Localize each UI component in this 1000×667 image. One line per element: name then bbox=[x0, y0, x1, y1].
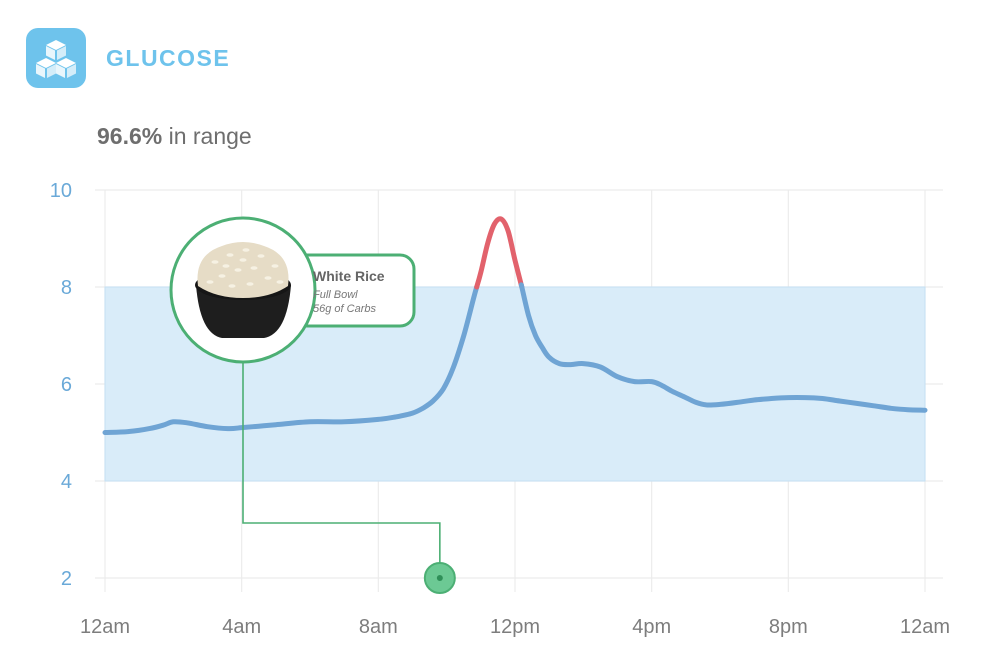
rice-grain bbox=[218, 274, 226, 278]
rice-grain bbox=[250, 266, 258, 270]
y-tick-label: 6 bbox=[61, 374, 72, 396]
x-tick-label: 4am bbox=[222, 616, 261, 638]
rice-grain bbox=[271, 264, 279, 268]
glucose-line-in-range bbox=[518, 282, 928, 413]
rice-bowl-icon bbox=[195, 242, 291, 338]
x-tick-label: 8am bbox=[359, 616, 398, 638]
meal-marker-center bbox=[436, 575, 443, 581]
app-icon bbox=[26, 28, 86, 88]
glucose-line-in-range bbox=[102, 284, 480, 435]
in-range-percentage: 96.6% bbox=[97, 123, 163, 149]
meal-name: White Rice bbox=[313, 268, 385, 284]
glucose-line-high bbox=[474, 216, 525, 290]
rice-grain bbox=[242, 248, 250, 252]
rice-grain bbox=[206, 280, 214, 284]
rice-grain bbox=[246, 282, 254, 286]
sugar-cubes-icon bbox=[36, 40, 76, 78]
bowl-body bbox=[196, 285, 291, 338]
meal-marker[interactable] bbox=[423, 562, 456, 594]
y-tick-label: 4 bbox=[61, 471, 72, 493]
rice-grain bbox=[234, 268, 242, 272]
rice-grain bbox=[226, 253, 234, 257]
x-tick-label: 12am bbox=[80, 616, 130, 638]
rice-grain bbox=[257, 254, 265, 258]
rice-grain bbox=[264, 276, 272, 280]
y-tick-label: 2 bbox=[61, 568, 72, 590]
rice-grain bbox=[239, 258, 247, 262]
x-tick-label: 12am bbox=[900, 616, 950, 638]
meal-portion: Full Bowl bbox=[313, 289, 358, 301]
meal-callout[interactable]: White Rice Full Bowl 56g of Carbs bbox=[169, 216, 416, 364]
rice-grain bbox=[228, 284, 236, 288]
in-range-label: in range bbox=[162, 123, 252, 149]
rice-grain bbox=[276, 280, 284, 284]
y-tick-label: 10 bbox=[50, 180, 72, 202]
in-range-summary: 96.6% in range bbox=[97, 123, 252, 150]
rice-mound bbox=[197, 242, 289, 298]
rice-grain bbox=[222, 264, 230, 268]
meal-carbs: 56g of Carbs bbox=[313, 303, 376, 315]
x-tick-label: 12pm bbox=[490, 616, 540, 638]
meal-connector-line bbox=[242, 362, 441, 578]
app-title: GLUCOSE bbox=[106, 45, 231, 71]
y-tick-label: 8 bbox=[61, 277, 72, 299]
x-tick-label: 4pm bbox=[632, 616, 671, 638]
x-tick-label: 8pm bbox=[769, 616, 808, 638]
rice-grain bbox=[211, 260, 219, 264]
